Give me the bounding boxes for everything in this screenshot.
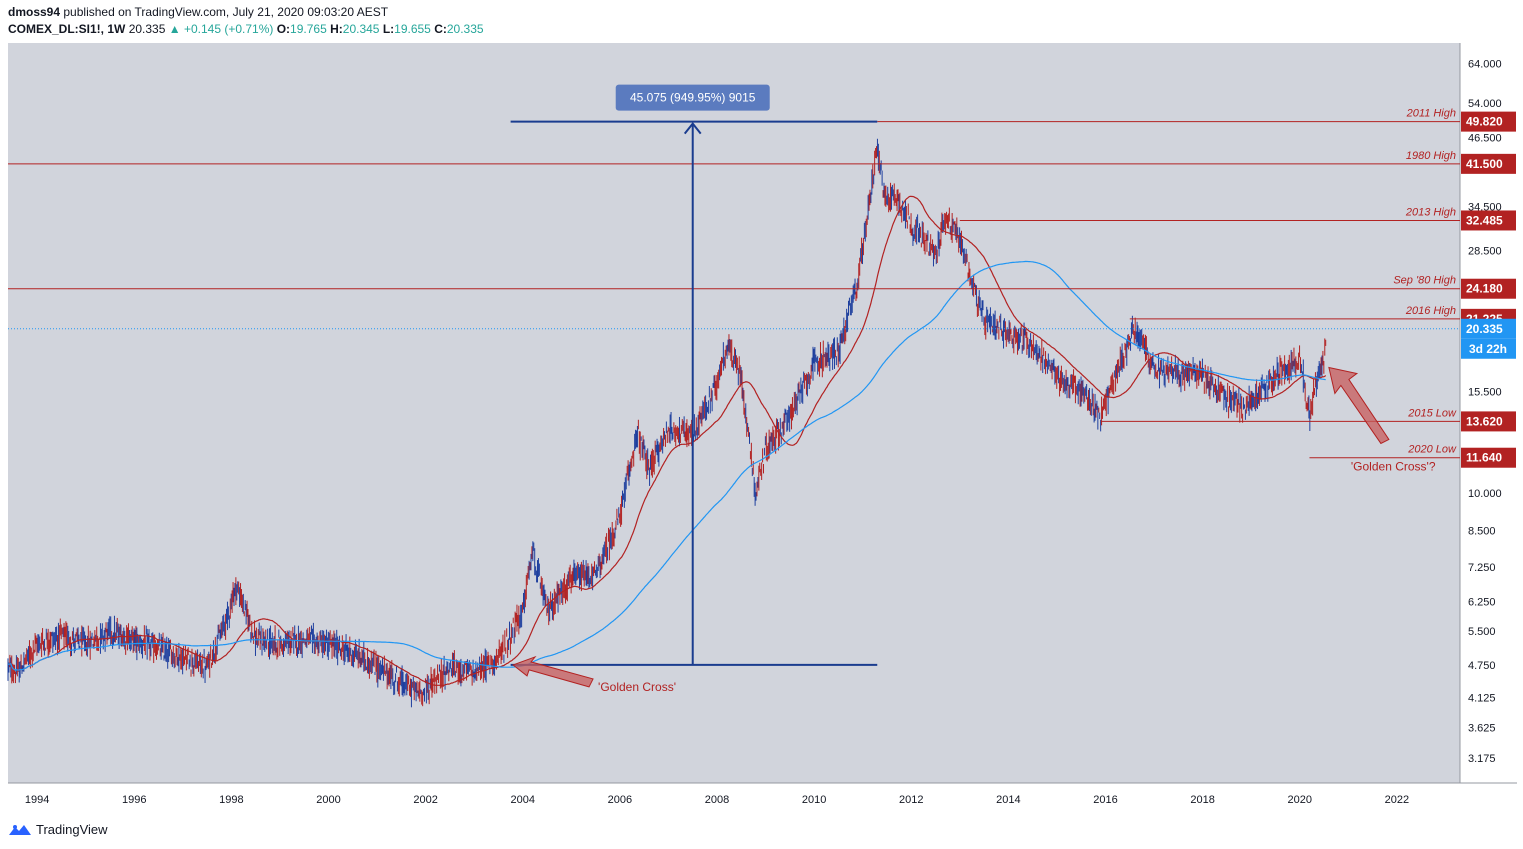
level-label: 2020 Low [1407,444,1457,456]
symbol-line: COMEX_DL:SI1!, 1W 20.335 ▲ +0.145 (+0.71… [8,21,484,38]
measure-tool[interactable]: 45.075 (949.95%) 9015 [510,84,878,666]
last-price-tag [1461,318,1516,339]
close-value: 20.335 [446,22,484,36]
last-price: 20.335 [128,22,166,36]
level-label: 2013 High [1405,206,1456,218]
x-tick-label: 2006 [608,794,632,806]
y-tick-label: 6.250 [1468,596,1496,608]
x-tick-label: 2002 [413,794,437,806]
ma200-line [7,260,1326,672]
level-price-text: 41.500 [1466,157,1503,171]
price-axis[interactable]: 64.000 54.000 46.500 34.500 28.500 15.500 10.0… [1468,59,1502,765]
time-axis[interactable]: 1994 1996 1998 2000 2002 2004 2006 2008 2010 2012… [25,794,1409,806]
low-value: 19.655 [394,22,431,36]
high-value: 20.345 [342,22,380,36]
x-tick-label: 2000 [316,794,340,806]
y-tick-label: 15.500 [1468,387,1502,399]
level-label: 2011 High [1406,108,1456,120]
plot-area[interactable] [8,43,1460,783]
y-tick-label: 3.625 [1468,722,1496,734]
y-tick-label: 4.125 [1468,693,1496,705]
x-tick-label: 2010 [802,794,826,806]
y-tick-label: 28.500 [1468,246,1502,258]
low-label: L: [382,22,395,36]
x-tick-label: 2004 [511,794,535,806]
x-tick-label: 2008 [705,794,729,806]
level-price-tag [1461,447,1516,468]
level-label: 2015 Low [1407,407,1457,419]
level-price-text: 24.180 [1466,282,1503,296]
open-value: 19.765 [290,22,327,36]
level-price-tag [1461,210,1516,231]
level-price-tag [1461,111,1516,132]
countdown-tag [1461,338,1516,359]
x-tick-label: 1994 [25,794,49,806]
annotations: 'Golden Cross' 'Golden Cross'? [512,366,1436,694]
x-tick-label: 2018 [1190,794,1214,806]
level-price-tag [1461,411,1516,432]
x-tick-label: 2014 [996,794,1020,806]
y-tick-label: 10.000 [1468,488,1502,500]
golden-cross-arrow [512,655,594,688]
measure-arrowhead [683,122,702,135]
level-label: Sep '80 High [1393,275,1456,287]
close-label: C: [434,22,447,36]
last-price-text: 20.335 [1466,322,1503,336]
y-tick-label: 8.500 [1468,525,1496,537]
footer: TradingView [8,822,108,837]
golden-cross-question-label: 'Golden Cross'? [1351,459,1436,473]
moving-average-series [7,195,1460,687]
golden-cross-question-arrow [1328,366,1390,445]
y-tick-label: 4.750 [1468,660,1496,672]
horizontal-levels: 2011 High 49.820 1980 High 41.500 2013 High 3… [8,108,1516,468]
ma50-line [7,195,1327,687]
author-name[interactable]: dmoss94 [8,5,61,19]
high-label: H: [330,22,343,36]
measure-label-text: 45.075 (949.95%) 9015 [630,91,756,105]
x-tick-label: 2020 [1288,794,1312,806]
y-tick-label: 46.500 [1468,133,1502,145]
publish-info: published on TradingView.com, July 21, 2… [63,5,389,19]
x-tick-label: 2022 [1385,794,1409,806]
level-label: 2016 High [1405,305,1456,317]
y-tick-label: 34.500 [1468,202,1502,214]
countdown-text: 3d 22h [1469,342,1507,356]
y-tick-label: 5.500 [1468,626,1496,638]
level-price-tag [1461,153,1516,174]
x-tick-label: 2012 [899,794,923,806]
y-tick-label: 7.250 [1468,562,1496,574]
x-tick-label: 1996 [122,794,146,806]
publish-line: dmoss94 published on TradingView.com, Ju… [8,4,484,21]
x-tick-label: 2016 [1093,794,1117,806]
level-label: 1980 High [1406,150,1456,162]
golden-cross-label: 'Golden Cross' [598,680,676,694]
measure-label-box [615,84,770,111]
level-price-text: 32.485 [1466,213,1503,227]
brand-name[interactable]: TradingView [36,822,108,837]
y-tick-label: 64.000 [1468,59,1502,71]
y-tick-label: 3.175 [1468,753,1496,765]
y-tick-label: 54.000 [1468,98,1502,110]
price-change: ▲ +0.145 (+0.71%) [168,22,274,36]
level-price-tag [1461,278,1516,299]
level-price-text: 49.820 [1466,115,1503,129]
x-tick-label: 1998 [219,794,243,806]
level-price-text: 11.640 [1466,451,1502,465]
level-price-text: 13.620 [1466,414,1503,428]
chart-header: dmoss94 published on TradingView.com, Ju… [8,4,484,38]
open-label: O: [276,22,291,36]
tradingview-logo-icon[interactable] [8,823,32,837]
symbol-label[interactable]: COMEX_DL:SI1!, 1W [8,22,126,36]
